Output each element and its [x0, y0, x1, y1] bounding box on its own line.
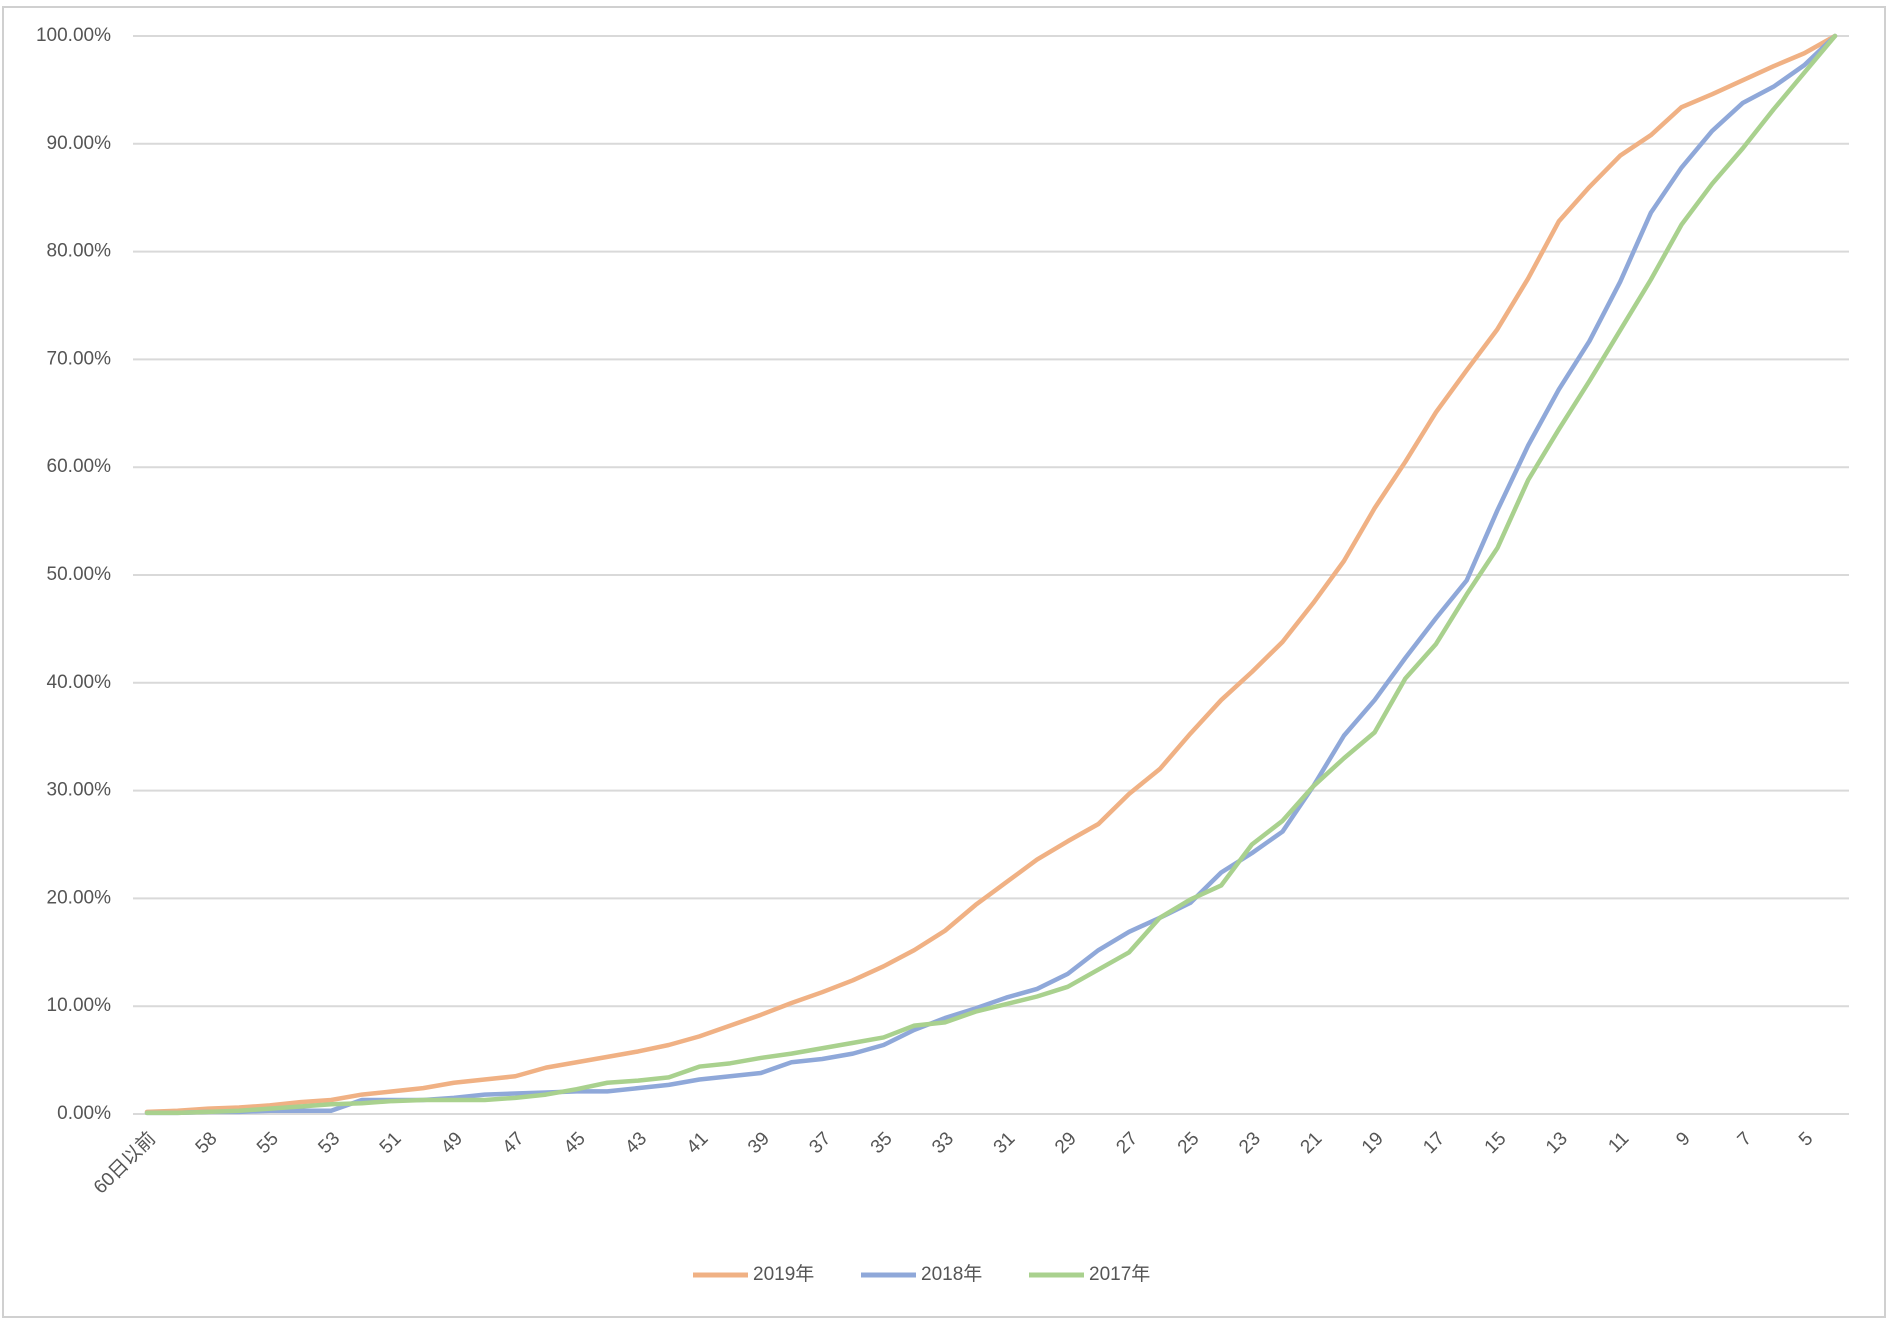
y-tick-label: 70.00% [47, 348, 112, 369]
y-tick-label: 0.00% [57, 1103, 111, 1124]
y-tick-label: 50.00% [47, 564, 112, 585]
y-tick-label: 30.00% [47, 780, 112, 801]
legend-label: 2018年 [921, 1263, 982, 1285]
y-tick-label: 90.00% [47, 133, 112, 154]
y-tick-label: 60.00% [47, 456, 112, 477]
chart-frame [2, 6, 1886, 1318]
y-tick-label: 10.00% [47, 995, 112, 1016]
series-line [144, 33, 1838, 1116]
y-tick-label: 80.00% [47, 241, 112, 262]
y-tick-label: 20.00% [47, 887, 112, 908]
legend-label: 2017年 [1089, 1263, 1150, 1285]
y-tick-label: 40.00% [47, 672, 112, 693]
legend-label: 2019年 [753, 1263, 814, 1285]
series-line [144, 33, 1838, 1115]
y-tick-label: 100.00% [36, 25, 111, 46]
